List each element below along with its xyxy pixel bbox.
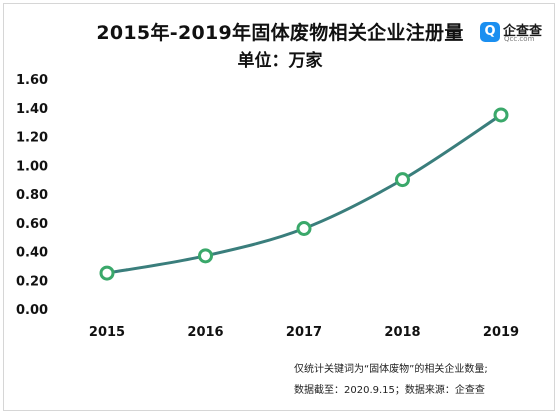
line-chart: 0.00 0.20 0.40 0.60 0.80 1.00 1.20 1.40 1.60 2015… [16, 73, 519, 340]
footnote-scope: 仅统计关键词为“固体废物”的相关企业数量; [294, 364, 488, 375]
data-point-marker [395, 172, 410, 188]
y-tick-label: 1.60 [16, 73, 48, 88]
y-tick-label: 0.20 [16, 274, 48, 289]
chart-frame: 2015年-2019年固体废物相关企业注册量 单位：万家 Q 企查查 Qcc.c… [3, 3, 555, 411]
data-point-marker [493, 107, 509, 123]
x-tick-label: 2016 [187, 325, 223, 340]
y-tick-label: 1.40 [16, 102, 48, 117]
y-tick-label: 0.40 [16, 246, 48, 261]
qcc-logo-icon: Q [480, 22, 500, 42]
qcc-logo-name: 企查查 [503, 24, 543, 39]
x-tick-label: 2019 [483, 325, 519, 340]
data-point-marker [296, 221, 312, 236]
data-point-marker [99, 265, 115, 281]
footnote-source: 数据截至：2020.9.15；数据来源：企查查 [294, 385, 485, 396]
qcc-logo-domain: Qcc.com [504, 35, 535, 43]
data-point-marker [198, 248, 213, 264]
x-tick-label: 2018 [384, 325, 420, 340]
y-tick-label: 0.00 [16, 303, 48, 318]
y-tick-label: 0.80 [16, 188, 48, 203]
series-line [105, 113, 503, 275]
qcc-logo: Q 企查查 Qcc.com [480, 20, 554, 46]
y-tick-label: 1.00 [16, 159, 48, 174]
y-tick-label: 1.20 [16, 131, 48, 146]
x-tick-label: 2015 [89, 325, 125, 340]
chart-title: 2015年-2019年固体废物相关企业注册量 [96, 22, 464, 44]
chart-subtitle-unit: 单位：万家 [237, 51, 323, 71]
y-tick-label: 0.60 [16, 217, 48, 232]
x-tick-label: 2017 [286, 325, 322, 340]
